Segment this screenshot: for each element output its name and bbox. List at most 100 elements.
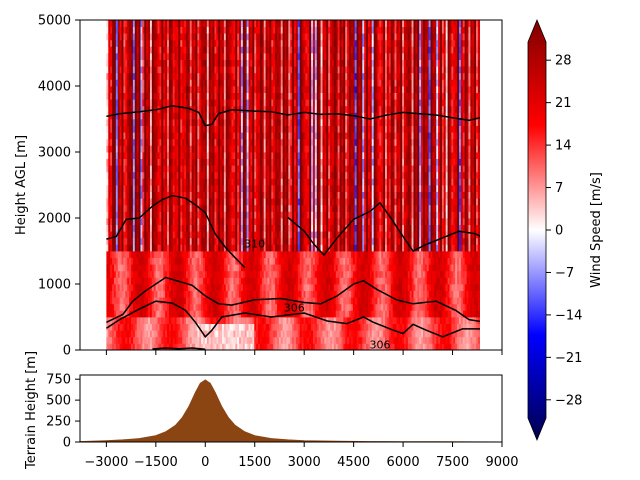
heatmap-cell	[119, 264, 122, 272]
heatmap-cell	[119, 323, 122, 331]
heatmap-cell	[151, 191, 155, 199]
heatmap-cell	[261, 152, 265, 159]
heatmap-cell	[233, 330, 236, 338]
heatmap-cell	[193, 191, 196, 199]
heatmap-cell	[265, 20, 268, 27]
heatmap-cell	[121, 33, 124, 41]
heatmap-cell	[167, 191, 170, 199]
heatmap-cell	[284, 277, 287, 285]
heatmap-cell	[248, 72, 251, 80]
heatmap-cell	[119, 297, 122, 305]
heatmap-cell	[218, 343, 221, 350]
heatmap-cell	[273, 310, 276, 318]
heatmap-cell	[212, 204, 215, 212]
heatmap-cell	[112, 317, 115, 324]
heatmap-cell	[240, 26, 244, 34]
heatmap-cell	[146, 99, 149, 107]
heatmap-cell	[248, 224, 251, 232]
heatmap-cell	[290, 138, 293, 146]
heatmap-cell	[201, 323, 204, 331]
heatmap-cell	[136, 158, 140, 166]
heatmap-cell	[263, 92, 267, 100]
heatmap-cell	[203, 112, 206, 120]
heatmap-cell	[146, 105, 149, 113]
heatmap-cell	[258, 33, 261, 41]
heatmap-cell	[269, 323, 272, 331]
heatmap-cell	[273, 297, 276, 305]
heatmap-cell	[233, 211, 236, 219]
heatmap-cell	[148, 86, 151, 93]
heatmap-cell	[113, 303, 117, 311]
heatmap-cell	[250, 92, 253, 100]
heatmap-cell	[227, 303, 230, 311]
heatmap-cell	[113, 244, 117, 252]
heatmap-cell	[123, 26, 126, 34]
heatmap-cell	[225, 264, 229, 272]
heatmap-cell	[288, 92, 291, 100]
heatmap-cell	[165, 112, 168, 120]
heatmap-cell	[294, 231, 297, 239]
heatmap-cell	[286, 92, 289, 100]
heatmap-cell	[197, 66, 200, 74]
heatmap-cell	[197, 125, 200, 133]
heatmap-cell	[276, 99, 280, 107]
heatmap-cell	[250, 317, 253, 324]
heatmap-cell	[125, 224, 128, 232]
heatmap-cell	[273, 132, 276, 140]
heatmap-cell	[237, 171, 240, 179]
heatmap-cell	[288, 119, 291, 126]
heatmap-cell	[178, 198, 181, 206]
heatmap-cell	[220, 218, 223, 225]
heatmap-cell	[273, 185, 276, 192]
heatmap-cell	[252, 20, 255, 27]
heatmap-cell	[127, 119, 130, 126]
heatmap-cell	[191, 92, 194, 100]
heatmap-cell	[204, 152, 208, 159]
heatmap-cell	[178, 251, 181, 258]
heatmap-cell	[108, 198, 111, 206]
heatmap-cell	[176, 92, 179, 100]
heatmap-cell	[168, 79, 172, 87]
heatmap-cell	[185, 257, 189, 265]
heatmap-cell	[237, 79, 240, 87]
heatmap-cell	[167, 158, 170, 166]
heatmap-cell	[136, 105, 140, 113]
heatmap-cell	[138, 125, 141, 133]
heatmap-cell	[273, 99, 276, 107]
heatmap-cell	[254, 46, 257, 54]
heatmap-cell	[187, 59, 191, 67]
heatmap-cell	[144, 264, 147, 272]
heatmap-cell	[174, 39, 177, 47]
heatmap-cell	[151, 132, 155, 140]
heatmap-cell	[256, 191, 259, 199]
heatmap-cell	[278, 204, 282, 212]
heatmap-cell	[129, 270, 132, 278]
heatmap-cell	[222, 270, 225, 278]
heatmap-cell	[201, 218, 204, 225]
heatmap-cell	[206, 72, 210, 80]
heatmap-cell	[146, 125, 149, 133]
heatmap-cell	[146, 59, 149, 67]
heatmap-cell	[271, 119, 274, 126]
heatmap-cell	[157, 178, 160, 186]
heatmap-cell	[168, 171, 172, 179]
heatmap-cell	[199, 251, 202, 258]
heatmap-cell	[127, 178, 130, 186]
heatmap-cell	[284, 284, 287, 291]
heatmap-cell	[284, 198, 287, 206]
heatmap-cell	[225, 26, 229, 34]
heatmap-cell	[197, 20, 200, 27]
heatmap-cell	[155, 277, 158, 285]
heatmap-cell	[203, 204, 206, 212]
heatmap-cell	[151, 244, 155, 252]
heatmap-cell	[265, 336, 268, 344]
heatmap-cell	[131, 317, 134, 324]
heatmap-cell	[184, 270, 187, 278]
heatmap-cell	[237, 330, 240, 338]
heatmap-cell	[231, 125, 234, 133]
heatmap-cell	[168, 323, 172, 331]
heatmap-cell	[140, 284, 143, 291]
heatmap-cell	[129, 59, 132, 67]
heatmap-cell	[172, 53, 176, 60]
heatmap-cell	[115, 26, 119, 34]
